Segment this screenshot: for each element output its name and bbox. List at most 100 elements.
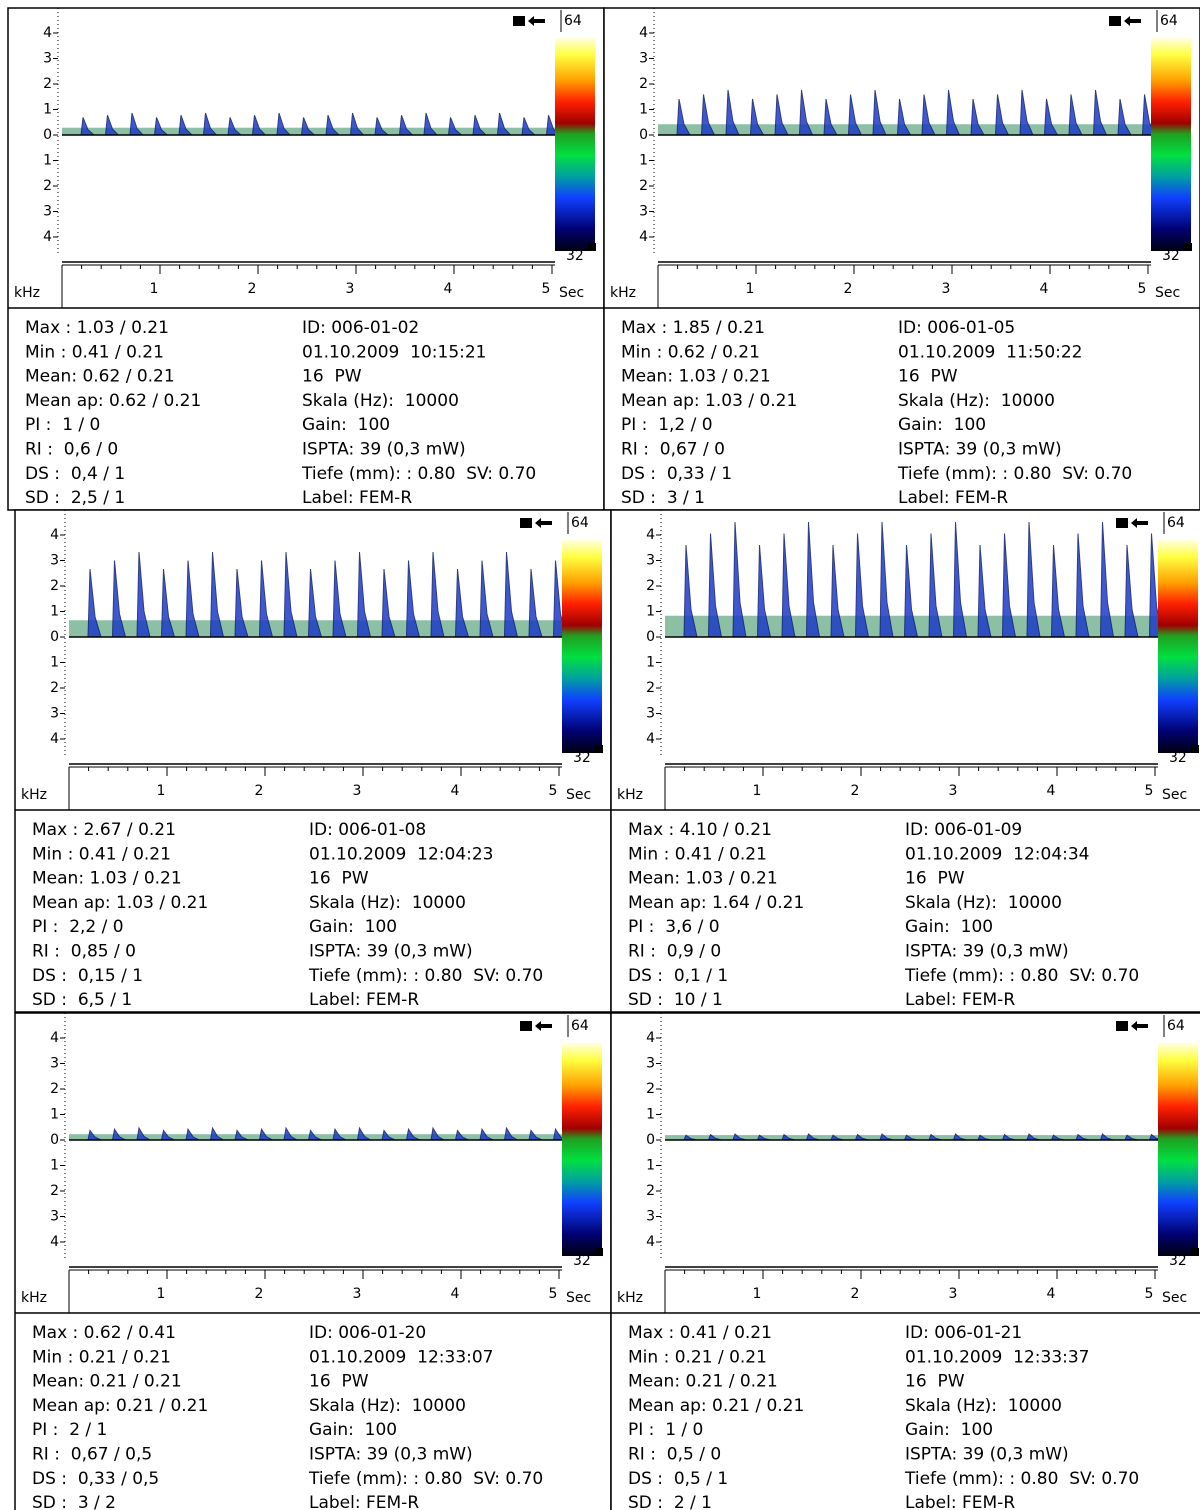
info-line: 16 PW bbox=[309, 869, 369, 889]
y-tick-label: 3 bbox=[50, 1056, 59, 1072]
y-tick-label: 2 bbox=[50, 680, 59, 696]
info-line: 01.10.2009 10:15:21 bbox=[302, 342, 487, 362]
info-line: Max : 2.67 / 0.21 bbox=[32, 820, 176, 840]
y-tick-label: 0 bbox=[50, 629, 59, 645]
y-tick-label: 3 bbox=[43, 51, 52, 67]
y-tick-label: 4 bbox=[50, 527, 59, 543]
colorbar-end bbox=[595, 745, 603, 753]
info-line: Gain: 100 bbox=[302, 415, 390, 435]
info-line: Gain: 100 bbox=[905, 1420, 993, 1440]
colorbar-end bbox=[595, 1248, 603, 1256]
y-tick-label: 3 bbox=[43, 204, 52, 220]
info-line: Mean ap: 1.64 / 0.21 bbox=[628, 893, 804, 913]
info-line: Skala (Hz): 10000 bbox=[309, 1396, 466, 1416]
info-line: DS : 0,33 / 0,5 bbox=[32, 1469, 159, 1489]
x-tick-label: 1 bbox=[753, 783, 762, 799]
info-line: Skala (Hz): 10000 bbox=[309, 893, 466, 913]
info-line: 16 PW bbox=[905, 1372, 965, 1392]
info-line: PI : 3,6 / 0 bbox=[628, 917, 720, 937]
y-tick-label: 2 bbox=[646, 680, 655, 696]
y-tick-label: 2 bbox=[646, 1183, 655, 1199]
colorbar bbox=[555, 38, 595, 251]
info-line: Mean: 1.03 / 0.21 bbox=[628, 869, 778, 889]
info-line: Max : 0.41 / 0.21 bbox=[628, 1323, 772, 1343]
info-line: ID: 006-01-08 bbox=[309, 820, 426, 840]
colorbar-end bbox=[1191, 745, 1199, 753]
x-tick-label: 4 bbox=[1040, 281, 1049, 297]
panel-frame bbox=[14, 1012, 612, 1510]
info-line: Min : 0.41 / 0.21 bbox=[628, 844, 767, 864]
info-line: ISPTA: 39 (0,3 mW) bbox=[309, 1445, 473, 1465]
info-line: SD : 3 / 2 bbox=[32, 1493, 116, 1510]
info-line: DS : 0,15 / 1 bbox=[32, 966, 143, 986]
info-line: Tiefe (mm): : 0.80 SV: 0.70 bbox=[308, 966, 543, 986]
direction-icon bbox=[520, 518, 532, 528]
direction-arrow bbox=[1124, 16, 1141, 26]
colorbar bbox=[1158, 540, 1198, 753]
info-line: ID: 006-01-09 bbox=[905, 820, 1022, 840]
info-line: PI : 1,2 / 0 bbox=[621, 415, 713, 435]
y-tick-label: 2 bbox=[639, 178, 648, 194]
x-tick-label: 4 bbox=[451, 1286, 460, 1302]
colorbar-min: 32 bbox=[1169, 1253, 1187, 1269]
y-tick-label: 2 bbox=[43, 76, 52, 92]
colorbar-end bbox=[588, 243, 596, 251]
x-unit: Sec bbox=[1162, 1290, 1187, 1306]
x-tick-label: 2 bbox=[851, 783, 860, 799]
y-tick-label: 1 bbox=[43, 153, 52, 169]
info-line: RI : 0,67 / 0,5 bbox=[32, 1445, 152, 1465]
info-line: Label: FEM-R bbox=[309, 1493, 419, 1510]
info-line: PI : 1 / 0 bbox=[25, 415, 100, 435]
y-tick-label: 3 bbox=[646, 1056, 655, 1072]
info-line: Label: FEM-R bbox=[302, 488, 412, 508]
info-line: SD : 10 / 1 bbox=[628, 990, 723, 1010]
x-tick-label: 5 bbox=[542, 281, 551, 297]
info-line: 01.10.2009 12:33:37 bbox=[905, 1347, 1090, 1367]
y-tick-label: 2 bbox=[646, 1081, 655, 1097]
colorbar-end bbox=[1184, 243, 1192, 251]
y-tick-label: 1 bbox=[50, 604, 59, 620]
colorbar bbox=[562, 540, 602, 753]
info-line: Mean ap: 0.21 / 0.21 bbox=[32, 1396, 208, 1416]
info-line: ID: 006-01-05 bbox=[898, 318, 1015, 338]
info-line: ID: 006-01-02 bbox=[302, 318, 419, 338]
x-tick-label: 2 bbox=[844, 281, 853, 297]
info-line: 01.10.2009 12:04:23 bbox=[309, 844, 494, 864]
colorbar-min: 32 bbox=[566, 248, 584, 264]
colorbar bbox=[1158, 1043, 1198, 1256]
info-line: RI : 0,5 / 0 bbox=[628, 1445, 721, 1465]
x-unit: Sec bbox=[1162, 787, 1187, 803]
y-tick-label: 0 bbox=[646, 1132, 655, 1148]
colorbar bbox=[562, 1043, 602, 1256]
y-tick-label: 3 bbox=[646, 1209, 655, 1225]
info-line: Mean ap: 0.21 / 0.21 bbox=[628, 1396, 804, 1416]
x-tick-label: 4 bbox=[444, 281, 453, 297]
y-tick-label: 3 bbox=[50, 1209, 59, 1225]
info-line: Min : 0.21 / 0.21 bbox=[32, 1347, 171, 1367]
y-tick-label: 3 bbox=[50, 553, 59, 569]
info-line: 16 PW bbox=[898, 367, 958, 387]
y-tick-label: 4 bbox=[646, 527, 655, 543]
x-tick-label: 3 bbox=[353, 1286, 362, 1302]
info-line: Tiefe (mm): : 0.80 SV: 0.70 bbox=[897, 464, 1132, 484]
info-line: Gain: 100 bbox=[309, 917, 397, 937]
y-tick-label: 3 bbox=[646, 706, 655, 722]
info-line: Skala (Hz): 10000 bbox=[898, 391, 1055, 411]
colorbar-end bbox=[1191, 1248, 1199, 1256]
info-line: Max : 4.10 / 0.21 bbox=[628, 820, 772, 840]
x-tick-label: 3 bbox=[949, 1286, 958, 1302]
y-tick-label: 2 bbox=[50, 578, 59, 594]
y-tick-label: 4 bbox=[646, 1234, 655, 1250]
info-line: Mean: 1.03 / 0.21 bbox=[621, 367, 771, 387]
info-line: 16 PW bbox=[302, 367, 362, 387]
y-tick-label: 2 bbox=[50, 1081, 59, 1097]
info-line: Mean: 1.03 / 0.21 bbox=[32, 869, 182, 889]
info-line: Label: FEM-R bbox=[905, 1493, 1015, 1510]
info-line: ID: 006-01-21 bbox=[905, 1323, 1022, 1343]
info-line: SD : 2 / 1 bbox=[628, 1493, 712, 1510]
direction-arrow bbox=[1131, 518, 1148, 528]
